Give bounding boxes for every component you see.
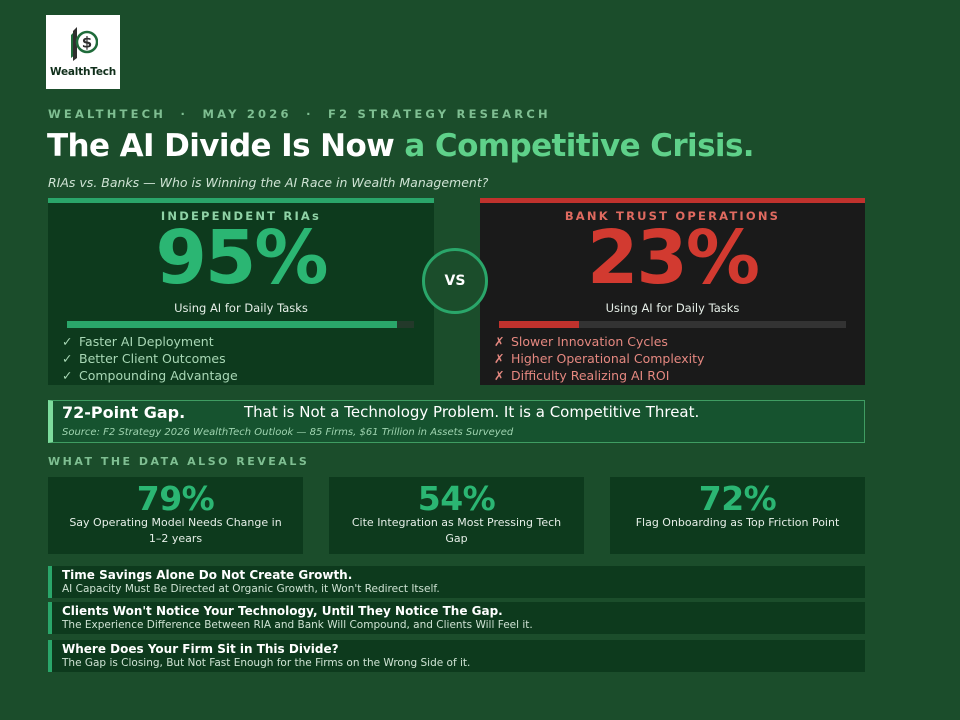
subtitle: RIAs vs. Banks — Who is Winning the AI R… — [48, 175, 489, 190]
stat-label: Cite Integration as Most Pressing Tech G… — [351, 516, 562, 545]
check-icon: ✓ — [62, 334, 73, 349]
bullet-text: Faster AI Deployment — [79, 334, 214, 349]
ria-progress-track — [67, 321, 414, 328]
cross-icon: ✗ — [494, 351, 505, 366]
ria-percentage: 95% — [155, 215, 328, 301]
bank-progress-fill — [499, 321, 579, 328]
list-item: ✓ Faster AI Deployment — [62, 333, 238, 350]
kicker: WEALTHTECH · MAY 2026 · F2 STRATEGY RESE… — [48, 107, 551, 121]
bank-percentage: 23% — [586, 215, 760, 301]
bullet-text: Higher Operational Complexity — [511, 351, 705, 366]
insight-growth: Time Savings Alone Do Not Create Growth.… — [48, 566, 865, 598]
insight-your-firm: Where Does Your Firm Sit in This Divide?… — [48, 640, 865, 672]
stat-value: 79% — [136, 479, 215, 518]
stat-value: 72% — [698, 479, 777, 518]
list-item: ✗ Difficulty Realizing AI ROI — [494, 367, 704, 384]
bank-progress-track — [499, 321, 846, 328]
gap-title: 72-Point Gap. — [62, 403, 186, 422]
svg-text:$: $ — [82, 34, 92, 52]
stat-value: 54% — [417, 479, 496, 518]
dollar-leaf-icon: $ — [71, 27, 98, 61]
list-item: ✓ Better Client Outcomes — [62, 350, 238, 367]
ria-panel-label: INDEPENDENT RIAs — [160, 209, 322, 223]
list-item: ✗ Higher Operational Complexity — [494, 350, 704, 367]
section-heading: WHAT THE DATA ALSO REVEALS — [48, 455, 310, 468]
stat-label: Flag Onboarding as Top Friction Point — [635, 516, 840, 529]
insight-body: The Gap is Closing, But Not Fast Enough … — [62, 657, 471, 669]
insight-clients: Clients Won't Notice Your Technology, Un… — [48, 602, 865, 634]
bullet-text: Compounding Advantage — [79, 368, 238, 383]
ria-panel: INDEPENDENT RIAs 95% Using AI for Daily … — [48, 198, 434, 385]
insight-body: The Experience Difference Between RIA an… — [62, 619, 533, 631]
headline: The AI Divide Is Now a Competitive Crisi… — [47, 128, 755, 164]
gap-source: Source: F2 Strategy 2026 WealthTech Outl… — [62, 427, 514, 438]
stat-label: Say Operating Model Needs Change in 1–2 … — [69, 516, 282, 545]
headline-accent: a Competitive Crisis. — [404, 128, 754, 164]
bullet-text: Slower Innovation Cycles — [511, 334, 668, 349]
wealthtech-logo: $ WealthTech — [46, 15, 120, 89]
vs-badge: VS — [422, 248, 488, 314]
gap-banner: 72-Point Gap. That is Not a Technology P… — [48, 400, 865, 443]
ria-advantages-list: ✓ Faster AI Deployment ✓ Better Client Out… — [62, 333, 238, 384]
cross-icon: ✗ — [494, 334, 505, 349]
ria-caption: Using AI for Daily Tasks — [174, 301, 308, 315]
list-item: ✓ Compounding Advantage — [62, 367, 238, 384]
insight-title: Where Does Your Firm Sit in This Divide? — [62, 642, 339, 656]
stat-card-onboarding: 72% Flag Onboarding as Top Friction Poin… — [610, 477, 865, 554]
bank-panel-label: BANK TRUST OPERATIONS — [564, 209, 781, 223]
bullet-text: Difficulty Realizing AI ROI — [511, 368, 670, 383]
stat-card-integration: 54% Cite Integration as Most Pressing Te… — [329, 477, 584, 554]
stat-card-operating-model: 79% Say Operating Model Needs Change in … — [48, 477, 303, 554]
logo-text: WealthTech — [49, 66, 117, 78]
insight-title: Clients Won't Notice Your Technology, Un… — [62, 604, 503, 618]
bank-panel: BANK TRUST OPERATIONS 23% Using AI for D… — [480, 198, 865, 385]
gap-message: That is Not a Technology Problem. It is … — [244, 403, 700, 421]
bullet-text: Better Client Outcomes — [79, 351, 226, 366]
insight-body: AI Capacity Must Be Directed at Organic … — [62, 583, 440, 595]
list-item: ✗ Slower Innovation Cycles — [494, 333, 704, 350]
ria-progress-fill — [67, 321, 397, 328]
bank-challenges-list: ✗ Slower Innovation Cycles ✗ Higher Operat… — [494, 333, 704, 384]
bank-caption: Using AI for Daily Tasks — [605, 301, 740, 315]
insight-title: Time Savings Alone Do Not Create Growth. — [62, 568, 353, 582]
check-icon: ✓ — [62, 351, 73, 366]
headline-main: The AI Divide Is Now — [47, 128, 395, 164]
check-icon: ✓ — [62, 368, 73, 383]
cross-icon: ✗ — [494, 368, 505, 383]
